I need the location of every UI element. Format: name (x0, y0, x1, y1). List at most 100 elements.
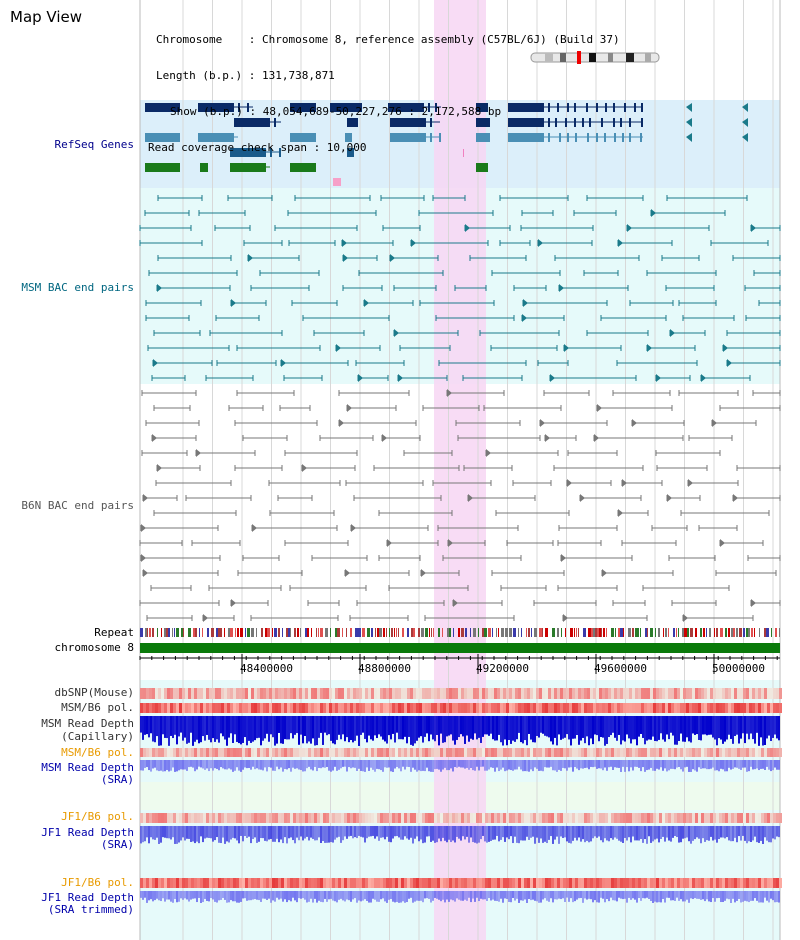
depth-bar (202, 891, 204, 903)
depth-bar (220, 826, 222, 844)
heat-cell (560, 703, 563, 713)
depth-bar (296, 716, 298, 734)
depth-bar (316, 716, 318, 746)
depth-bar (584, 716, 586, 744)
depth-bar (614, 716, 616, 738)
heat-cell (269, 878, 272, 888)
heat-cell (389, 813, 392, 823)
heat-cell (413, 688, 416, 699)
heat-cell (590, 748, 593, 757)
msm-bac-label[interactable]: MSM BAC end pairs (21, 281, 134, 294)
bac-arrow (727, 359, 732, 367)
depth-bar (518, 891, 520, 903)
heat-cell (542, 813, 545, 823)
depth-bar (692, 760, 694, 770)
heat-cell (344, 813, 347, 823)
depth-bar (732, 826, 734, 842)
heat-cell (203, 748, 206, 757)
heat-cell (659, 878, 662, 888)
depth-bar (468, 760, 470, 770)
heat-cell (740, 703, 743, 713)
depth-bar (570, 760, 572, 768)
heat-cell (239, 878, 242, 888)
heat-cell (281, 878, 284, 888)
heat-cell (143, 878, 146, 888)
heat-cell (776, 813, 779, 823)
depth-bar (762, 826, 764, 844)
heat-cell (197, 703, 200, 713)
depth-bar (540, 826, 542, 839)
depth-bar (284, 826, 286, 838)
depth-bar (240, 891, 242, 902)
heat-cell (740, 878, 743, 888)
depth-bar (466, 826, 468, 837)
heat-cell (464, 688, 467, 699)
heat-cell (389, 703, 392, 713)
depth-bar (320, 716, 322, 733)
gene-exon (613, 118, 615, 127)
depth-bar (258, 760, 260, 770)
depth-bar (290, 891, 292, 902)
depth-bar (228, 716, 230, 738)
depth-bar (316, 826, 318, 841)
depth-bar (144, 760, 146, 768)
repeat-mark (438, 628, 440, 637)
depth-bar (612, 716, 614, 733)
depth-bar (588, 760, 590, 770)
depth-bar (512, 716, 514, 741)
bac-arrow (336, 344, 341, 352)
repeat-mark (482, 628, 485, 637)
heat-cell (371, 748, 374, 757)
heat-cell (377, 878, 380, 888)
heat-cell (422, 688, 425, 699)
depth-bar (214, 826, 216, 841)
depth-bar (414, 716, 416, 744)
bac-arrow (351, 524, 356, 532)
heat-cell (293, 688, 296, 699)
depth-bar (596, 760, 598, 769)
heat-cell (152, 703, 155, 713)
depth-bar (378, 716, 380, 735)
depth-bar (242, 826, 244, 842)
depth-bar (714, 716, 716, 740)
heat-cell (635, 878, 638, 888)
heat-cell (695, 688, 698, 699)
bac-arrow (468, 494, 473, 502)
heat-cell (365, 813, 368, 823)
depth-bar (712, 716, 714, 738)
depth-bar (690, 760, 692, 772)
depth-bar (356, 760, 358, 771)
repeat-mark (478, 628, 479, 637)
heat-cell (644, 688, 647, 699)
depth-bar (194, 891, 196, 899)
depth-bar (606, 826, 608, 841)
heat-cell (344, 878, 347, 888)
depth-bar (414, 760, 416, 770)
depth-bar (286, 826, 288, 844)
depth-bar (454, 826, 456, 843)
depth-bar (598, 760, 600, 769)
depth-bar (412, 760, 414, 768)
heat-cell (326, 703, 329, 713)
depth-bar (326, 716, 328, 736)
depth-bar (636, 891, 638, 903)
heat-cell (152, 878, 155, 888)
heat-cell (716, 688, 719, 699)
depth-bar (140, 891, 142, 898)
b6n-bac-label[interactable]: B6N BAC end pairs (21, 499, 134, 512)
heat-cell (740, 688, 743, 699)
heat-cell (410, 688, 413, 699)
heat-cell (275, 813, 278, 823)
bac-arrow (559, 284, 564, 292)
heat-cell (200, 748, 203, 757)
heat-cell (269, 703, 272, 713)
depth-bar (340, 826, 342, 843)
depth-bar (766, 760, 768, 767)
refseq-genes-label[interactable]: RefSeq Genes (54, 138, 134, 151)
heat-cell (338, 688, 341, 699)
depth-bar (168, 891, 170, 900)
repeat-mark (748, 628, 750, 637)
repeat-mark (181, 628, 184, 637)
heat-cell (437, 878, 440, 888)
